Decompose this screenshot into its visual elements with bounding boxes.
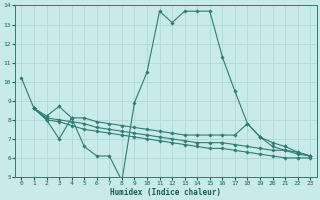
X-axis label: Humidex (Indice chaleur): Humidex (Indice chaleur): [110, 188, 221, 197]
